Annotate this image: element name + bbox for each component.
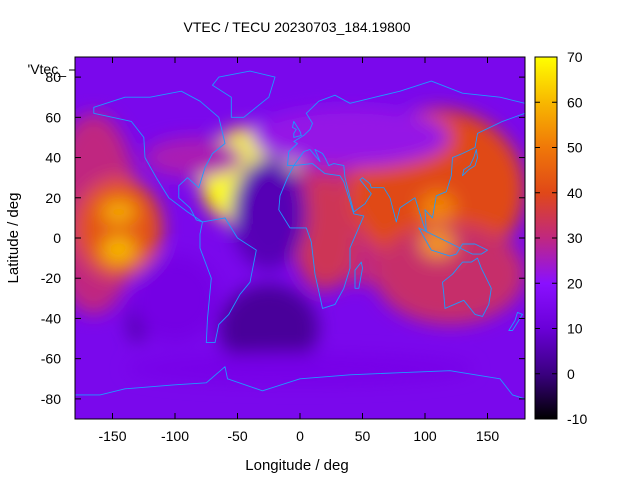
chart-title: VTEC / TECU 20230703_184.19800 [183, 19, 410, 35]
colorbar-tick-label: 10 [567, 321, 583, 337]
coastline-britain [292, 120, 302, 138]
y-axis-label: Latitude / deg [5, 193, 22, 284]
vtec-region-asia-core-north [420, 191, 455, 224]
y-axis-ticks: -80 -60 -40 -20 0 20 40 60 80 [41, 69, 525, 407]
coastline-japan [462, 149, 478, 177]
coastline-indonesia [418, 227, 488, 257]
coastline-north-america [93, 90, 226, 223]
colorbar-tick-label: -10 [567, 411, 587, 427]
colorbar-tick-label: 30 [567, 230, 583, 246]
vtec-region-africa [293, 177, 357, 291]
coastline-eurasia [287, 80, 525, 233]
y-tick-label: -20 [41, 270, 61, 286]
colorbar-tick-label: 40 [567, 185, 583, 201]
colorbar-tick-label: 0 [567, 366, 575, 382]
vtec-region-eurasia-north [250, 107, 450, 168]
x-tick-label: -100 [161, 428, 189, 444]
y-tick-label: 60 [45, 109, 61, 125]
y-tick-label: 80 [45, 69, 61, 85]
colorbar-tick-label: 50 [567, 140, 583, 156]
coastline-australia [442, 257, 492, 317]
vtec-region-pacific-core [75, 177, 163, 279]
legend-key-label: 'Vtec_ [28, 61, 67, 77]
coastline-antarctica [75, 366, 525, 400]
vtec-region-north-america [143, 137, 244, 178]
x-tick-label: 150 [476, 428, 500, 444]
x-tick-label: -150 [98, 428, 126, 444]
x-axis-label: Longitude / deg [245, 457, 348, 474]
x-tick-label: 50 [355, 428, 371, 444]
x-tick-label: 100 [413, 428, 437, 444]
coastline-new-zealand [508, 311, 523, 331]
x-axis-ticks: -150 -100 -50 0 50 100 150 [98, 57, 499, 444]
coastline-africa [278, 163, 365, 309]
y-tick-label: -60 [41, 351, 61, 367]
y-tick-label: 20 [45, 190, 61, 206]
vtec-region-pacific-max-south [101, 235, 137, 265]
vtec-region-pacific-max-north [101, 199, 137, 224]
heatmap-plot-area [75, 57, 525, 419]
y-tick-label: -80 [41, 391, 61, 407]
colorbar-ticks: -10 0 10 20 30 40 50 60 70 [535, 49, 587, 427]
colorbar-tick-label: 70 [567, 49, 583, 65]
vtec-region-atlantic-low [231, 157, 307, 271]
colorbar-tick-label: 60 [567, 94, 583, 110]
y-tick-label: -40 [41, 310, 61, 326]
coastline-greenland [212, 70, 276, 118]
x-tick-label: 0 [296, 428, 304, 444]
vtec-region-south-pacific [131, 254, 219, 343]
vtec-field [75, 107, 525, 385]
vtec-region-asia-core-south [420, 229, 455, 259]
x-tick-label: -50 [227, 428, 247, 444]
vtec-region-south-atlantic-low [218, 284, 319, 373]
colorbar-tick-label: 20 [567, 275, 583, 291]
coastlines [75, 70, 525, 400]
vtec-region-australia [375, 223, 525, 325]
y-tick-label: 40 [45, 150, 61, 166]
coastline-madagascar [354, 261, 363, 289]
coastline-south-america [199, 217, 257, 344]
vtec-region-southern-ocean [125, 352, 475, 385]
y-tick-label: 0 [53, 230, 61, 246]
